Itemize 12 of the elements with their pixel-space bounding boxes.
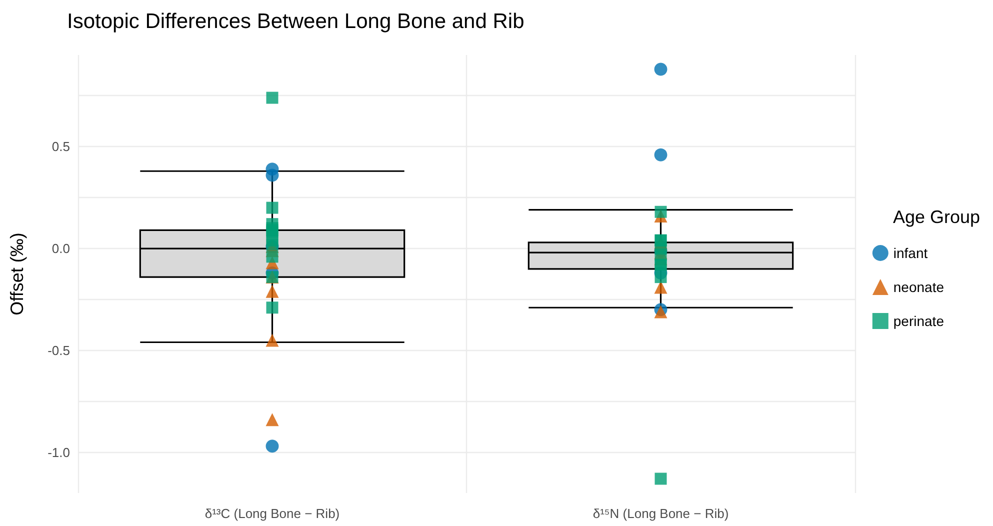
y-tick-label: -1.0 bbox=[48, 444, 70, 460]
y-tick-label: 0.5 bbox=[52, 139, 70, 154]
y-axis-title: Offset (‰) bbox=[7, 232, 27, 316]
legend-title: Age Group bbox=[892, 207, 980, 227]
legend-label: infant bbox=[893, 245, 928, 261]
chart-title: Isotopic Differences Between Long Bone and Rib bbox=[67, 10, 524, 33]
y-tick-label: 0.0 bbox=[52, 241, 70, 256]
x-tick-label: δ¹⁵N (Long Bone − Rib) bbox=[592, 506, 729, 521]
x-tick-label: δ¹³C (Long Bone − Rib) bbox=[204, 506, 340, 521]
y-tick-label: -0.5 bbox=[48, 342, 70, 358]
legend-label: neonate bbox=[893, 279, 944, 295]
legend-label: perinate bbox=[893, 313, 944, 329]
